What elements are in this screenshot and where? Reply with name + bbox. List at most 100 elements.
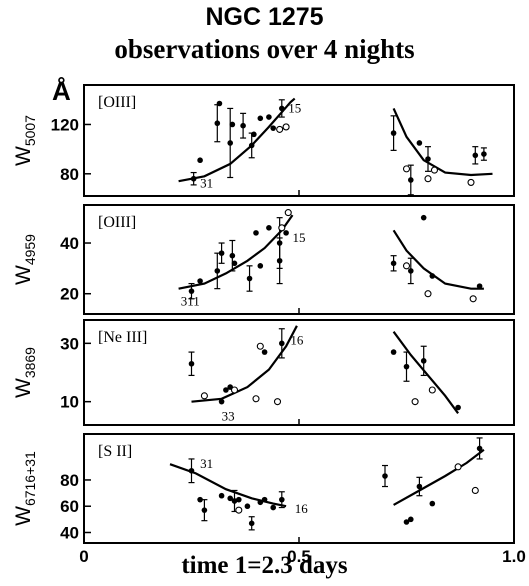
panel-3-data-point — [403, 363, 410, 370]
panel-4-data-point — [429, 500, 436, 507]
panel-1-fit-curve — [283, 97, 296, 111]
panel-4-open-point — [235, 506, 243, 514]
panel-1-data-point — [279, 105, 285, 112]
panel-4-data-point — [244, 503, 251, 510]
panel-2-open-point — [402, 262, 411, 270]
panel-3-ytick-label: 10 — [60, 393, 79, 412]
panel-4-data-point — [257, 499, 264, 506]
panel-2-data-point — [420, 214, 427, 221]
panel-2-data-point — [390, 260, 397, 267]
panel-4-data-point — [416, 483, 423, 490]
panel-3-ylabel: W3869 — [12, 347, 38, 398]
x-tick-label: 0.5 — [287, 547, 311, 566]
panel-4-open-point — [471, 486, 479, 495]
panel-4-data-point — [236, 496, 242, 503]
panel-1-open-point — [276, 125, 284, 133]
panel-2-data-point — [266, 225, 272, 231]
panel-3-annotation: 16 — [290, 332, 304, 347]
panel-3-open-point — [428, 386, 436, 394]
panel-1-data-point — [266, 114, 272, 120]
panel-2-data-point — [257, 263, 264, 269]
y-unit-label: Å — [52, 76, 71, 106]
panel-2-open-point — [284, 209, 292, 217]
panel-1-data-point — [248, 142, 255, 149]
panel-2-data-point — [429, 273, 436, 279]
panel-1-data-point — [390, 130, 397, 136]
panel-4-data-point — [227, 495, 233, 502]
panel-1-ytick-label: 80 — [60, 165, 79, 184]
panel-2-data-point — [229, 252, 236, 259]
panel-2-annotation: 311 — [181, 293, 200, 308]
panel-2-ylabel: W4959 — [12, 234, 38, 285]
panel-3-ytick-label: 30 — [60, 334, 79, 353]
x-axis-label: time 1=2.3 days — [181, 552, 348, 579]
panel-2-data-point — [188, 288, 195, 294]
panel-3-open-point — [256, 342, 264, 350]
panel-3-data-point — [261, 349, 268, 355]
panel-3-data-point — [455, 404, 461, 411]
panel-1-open-point — [282, 123, 290, 131]
panel-3-open-point — [200, 392, 208, 400]
panel-3-data-point — [218, 398, 225, 405]
panel-4-data-point — [476, 445, 483, 452]
panel-2-ytick-label: 40 — [60, 234, 79, 253]
panel-1-fit-curve — [392, 107, 493, 177]
panel-4-data-point — [231, 498, 238, 504]
panel-1-open-point — [430, 166, 439, 174]
panel-4-label: [S II] — [98, 443, 132, 460]
panel-1-label: [OIII] — [98, 94, 136, 111]
panel-4-ylabel: W6716+31 — [12, 451, 38, 526]
panel-3-label: [Ne III] — [98, 329, 147, 346]
panel-1-data-point — [425, 156, 431, 162]
panel-1-annotation: 15 — [288, 100, 301, 115]
panel-3-data-point — [420, 358, 427, 364]
panel-2-data-point — [283, 230, 289, 236]
panel-1-data-point — [216, 100, 223, 107]
panel-3-data-point — [223, 387, 229, 393]
panel-1-data-point — [227, 140, 233, 146]
panel-3-fit-curve — [191, 325, 298, 403]
panel-4-ytick-label: 40 — [60, 523, 79, 542]
panel-2-frame — [83, 204, 515, 315]
chart-subtitle: observations over 4 nights — [114, 34, 415, 64]
panel-4-data-point — [197, 496, 203, 503]
panel-2-open-point — [278, 224, 286, 232]
panel-1-data-point — [416, 140, 423, 146]
panel-1-open-point — [424, 175, 432, 183]
panel-4-annotation: 16 — [295, 501, 309, 516]
panel-1-ylabel: W5007 — [12, 115, 38, 166]
panel-4-data-point — [408, 516, 414, 523]
panel-1-data-point — [472, 152, 479, 159]
panel-4-data-point — [279, 496, 285, 503]
panel-2-open-point — [469, 295, 477, 303]
panel-2-data-point — [476, 283, 483, 289]
panel-4-open-point — [454, 463, 462, 471]
panel-2-data-point — [408, 268, 414, 274]
panel-2-data-point — [276, 257, 283, 264]
panel-4-data-point — [201, 507, 208, 513]
panel-4-ytick-label: 60 — [60, 497, 79, 516]
panel-2-data-point — [246, 275, 253, 282]
panel-2-fit-curve — [392, 229, 484, 290]
panel-2-data-point — [231, 260, 238, 267]
panel-1-ytick-label: 120 — [51, 115, 79, 134]
panel-3-open-point — [273, 398, 282, 406]
panel-4-ytick-label: 80 — [60, 471, 79, 490]
panel-3-data-point — [188, 360, 195, 367]
panel-2-data-point — [214, 268, 221, 274]
panel-1-fit-curve — [178, 108, 285, 183]
panel-4-data-point — [270, 504, 277, 511]
panel-2-data-point — [253, 230, 259, 236]
x-tick-label: 1.0 — [502, 547, 526, 566]
panel-1-data-point — [229, 121, 236, 128]
panel-1-annotation: 31 — [200, 176, 213, 191]
x-tick-label: 0 — [79, 547, 88, 566]
panel-1-data-point — [197, 157, 203, 164]
panel-1-data-point — [240, 122, 246, 129]
panel-3-fit-curve — [392, 331, 459, 414]
panel-4-data-point — [382, 473, 388, 479]
panel-1-data-point — [257, 115, 264, 122]
panel-1-data-point — [251, 131, 257, 138]
panel-2-fit-curve — [178, 214, 294, 290]
panel-3-open-point — [252, 395, 260, 403]
